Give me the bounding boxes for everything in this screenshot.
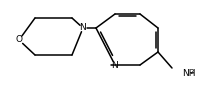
Text: NH: NH <box>181 70 194 79</box>
Text: O: O <box>15 36 22 45</box>
Text: N: N <box>79 24 86 33</box>
Text: N: N <box>111 60 118 70</box>
Text: 2: 2 <box>189 70 193 75</box>
